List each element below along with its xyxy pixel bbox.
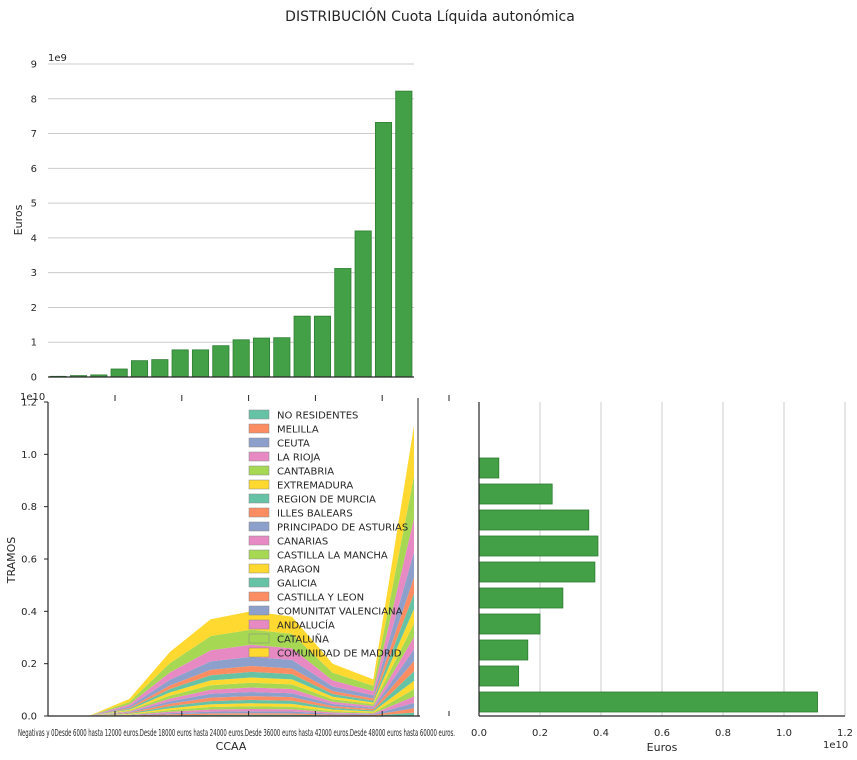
legend-label: CEUTA (277, 439, 310, 450)
top-bar (273, 337, 291, 378)
legend-swatch (248, 549, 270, 560)
hbar-xtick-label: 0.6 (654, 728, 670, 739)
hbar-xtick-label: 0.4 (593, 728, 609, 739)
legend-label: COMUNITAT VALENCIANA (277, 607, 403, 618)
legend-label: GALICIA (277, 579, 317, 590)
hbar-bar (478, 613, 541, 635)
legend-label: CANARIAS (277, 537, 328, 548)
top-ytick-label: 9 (31, 60, 37, 71)
legend-swatch (248, 605, 270, 616)
legend-swatch (248, 591, 270, 602)
legend-label: PRINCIPADO DE ASTURIAS (277, 523, 408, 534)
area-ytick-label: 0.6 (21, 555, 37, 566)
hbar-xtick-label: 1.0 (776, 728, 792, 739)
hbar-xlabel: Euros (647, 741, 678, 754)
legend-swatch (248, 577, 270, 588)
legend-swatch (248, 423, 270, 434)
legend-swatch (248, 465, 270, 476)
area-ytick-label: 0.4 (21, 607, 37, 618)
area-ytick-label: 0.2 (21, 659, 37, 670)
top-ytick-label: 8 (31, 94, 37, 105)
figure-title: DISTRIBUCIÓN Cuota Líquida autonómica (285, 7, 575, 25)
legend-swatch (248, 451, 270, 462)
top-bar (334, 268, 352, 378)
top-bar (212, 345, 230, 378)
top-bar (395, 90, 413, 378)
top-bar (232, 339, 250, 378)
top-bar (313, 315, 332, 378)
legend-swatch (248, 493, 270, 504)
legend-label: COMUNIDAD DE MADRID (277, 649, 402, 660)
legend-label: CANTABRIA (277, 467, 334, 478)
top-ytick-label: 3 (31, 268, 37, 279)
hbar-bar (478, 691, 818, 713)
top-ytick-label: 5 (31, 199, 37, 210)
legend-swatch (248, 507, 270, 518)
top-ytick-label: 6 (31, 164, 37, 175)
area-offset-label: 1e10 (20, 392, 45, 403)
top-bar (130, 360, 149, 378)
top-bar (293, 315, 311, 378)
legend-swatch (248, 647, 270, 658)
area-ylabel: TRAMOS (5, 537, 18, 585)
top-ytick-label: 4 (31, 233, 37, 244)
area-series (48, 708, 414, 716)
top-bar (374, 122, 393, 378)
hbar-bar (478, 561, 596, 583)
hbar-bar (478, 639, 529, 661)
top-ytick-label: 2 (31, 303, 37, 314)
top-ytick-label: 0 (31, 373, 37, 384)
area-ytick-label: 1.2 (21, 398, 37, 409)
hbar-bar (478, 483, 553, 505)
top-bar (354, 230, 372, 378)
top-bar (252, 337, 271, 378)
area-xlabel: CCAA (216, 740, 247, 753)
legend-swatch (248, 563, 270, 574)
legend-label: CASTILLA Y LEON (277, 593, 364, 604)
legend-swatch (248, 535, 270, 546)
top-bar (110, 368, 128, 378)
horizontal-bar-chart: 0.0 0.2 0.4 0.6 0.8 1.0 1.2 Euros 1e10 (471, 402, 853, 754)
top-ytick-label: 7 (31, 129, 37, 140)
legend-swatch (248, 437, 270, 448)
hbar-xtick-label: 0.2 (532, 728, 548, 739)
legend-swatch (248, 479, 270, 490)
legend-swatch (248, 633, 270, 644)
legend-label: ARAGON (277, 565, 320, 576)
legend-label: ANDALUCÍA (277, 619, 335, 632)
top-bar (171, 349, 189, 378)
hbar-bar (478, 535, 599, 557)
top-ylabel: Euros (12, 204, 25, 235)
legend-label: LA RIOJA (277, 453, 320, 464)
legend-label: MELILLA (277, 425, 319, 436)
top-bar-chart: 0 1 2 3 4 5 6 7 8 9 1e9 Euros (12, 53, 414, 384)
legend-label: CATALUÑA (277, 633, 329, 646)
legend-label: NO RESIDENTES (277, 411, 358, 422)
hbar-bar (478, 457, 500, 479)
area-ytick-label: 1.0 (21, 450, 37, 461)
legend-label: ILLES BALEARS (277, 509, 353, 520)
top-offset-label: 1e9 (48, 53, 67, 64)
hbar-bar (478, 665, 520, 687)
hbar-offset-label: 1e10 (823, 740, 848, 751)
legend-swatch (248, 619, 270, 630)
area-xtick-labels: Negativas y 0Desde 6000 hasta 12000 euro… (18, 728, 455, 739)
area-ytick-label: 0.8 (21, 502, 37, 513)
hbar-xtick-label: 0.8 (715, 728, 731, 739)
top-bar (151, 359, 169, 378)
top-ytick-label: 1 (31, 338, 37, 349)
legend-label: REGION DE MURCIA (277, 495, 376, 506)
area-ytick-label: 0.0 (21, 712, 37, 723)
hbar-bar (478, 509, 590, 531)
hbar-xtick-label: 0.0 (471, 728, 487, 739)
hbar-bar (478, 587, 564, 609)
legend-swatch (248, 521, 270, 532)
legend-label: EXTREMADURA (277, 481, 353, 492)
legend-label: CASTILLA LA MANCHA (277, 551, 388, 562)
top-bar (191, 349, 210, 378)
hbar-xtick-label: 1.2 (837, 728, 853, 739)
legend-swatch (248, 409, 270, 420)
